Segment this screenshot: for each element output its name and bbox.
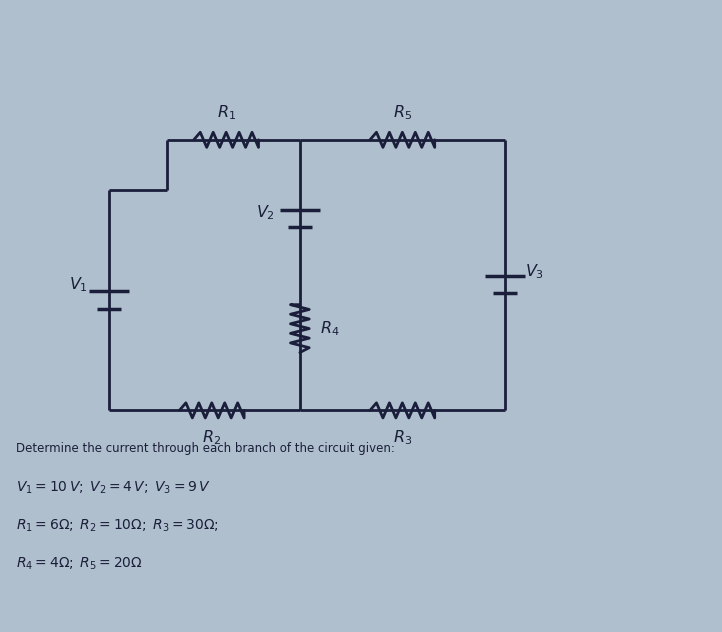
Text: $R_1 = 6\Omega;\; R_2 = 10\Omega;\; R_3 = 30\Omega;$: $R_1 = 6\Omega;\; R_2 = 10\Omega;\; R_3 …	[16, 518, 219, 534]
Text: $R_1$: $R_1$	[217, 104, 235, 122]
Text: $R_2$: $R_2$	[202, 428, 222, 447]
Text: $V_3$: $V_3$	[525, 263, 544, 281]
Text: $R_4 = 4\Omega;\; R_5 = 20\Omega$: $R_4 = 4\Omega;\; R_5 = 20\Omega$	[16, 555, 143, 571]
Text: $V_2$: $V_2$	[256, 203, 274, 222]
Text: $V_1 = 10\,V;\; V_2 = 4\,V;\; V_3 = 9\,V$: $V_1 = 10\,V;\; V_2 = 4\,V;\; V_3 = 9\,V…	[16, 480, 211, 496]
Text: Determine the current through each branch of the circuit given:: Determine the current through each branc…	[16, 442, 395, 455]
Text: $V_1$: $V_1$	[69, 275, 87, 294]
Text: $R_3$: $R_3$	[393, 428, 412, 447]
Text: $R_5$: $R_5$	[393, 104, 412, 122]
Text: $R_4$: $R_4$	[320, 319, 339, 338]
